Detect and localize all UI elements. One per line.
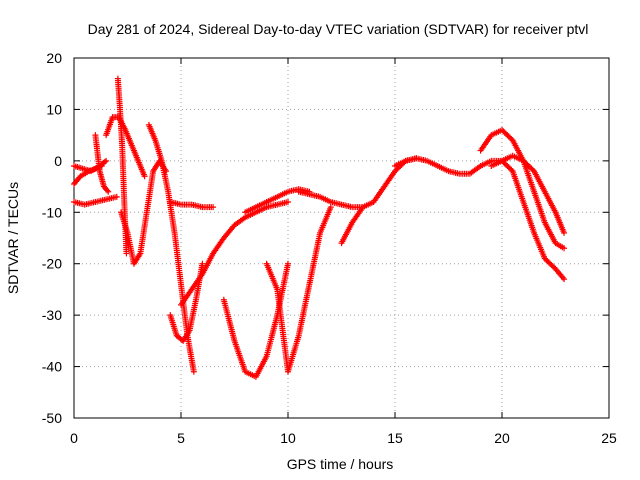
data-point <box>105 188 112 195</box>
y-tick-label: 20 <box>46 50 62 66</box>
series-arc-18 <box>477 127 568 252</box>
y-tick-label: -30 <box>42 307 62 323</box>
series-arc-08 <box>145 121 197 375</box>
data-point <box>101 158 108 165</box>
data-point <box>327 204 334 211</box>
series-arc-05 <box>103 114 148 180</box>
data-point <box>123 250 130 257</box>
series-arc-20 <box>488 152 568 236</box>
series-arc-11 <box>178 199 291 308</box>
data-point <box>285 260 291 267</box>
y-axis-label: SDTVAR / TECUs <box>5 182 21 294</box>
data-point <box>561 229 568 236</box>
series-arc-04 <box>92 132 112 195</box>
series-arc-03 <box>71 163 105 187</box>
x-tick-label: 10 <box>280 430 296 446</box>
x-tick-label: 5 <box>177 430 185 446</box>
chart-title: Day 281 of 2024, Sidereal Day-to-day VTE… <box>88 21 589 37</box>
data-point <box>561 245 568 252</box>
series-arc-16 <box>338 155 420 247</box>
data-point <box>529 166 536 173</box>
data-point <box>210 204 217 211</box>
data-point <box>141 173 148 180</box>
series-arc-02 <box>71 193 120 208</box>
y-tick-label: 0 <box>54 153 62 169</box>
y-tick-labels: -50 -40 -30 -20 -10 0 10 20 <box>42 50 62 426</box>
data-point <box>103 157 110 164</box>
axis-ticks <box>73 57 610 419</box>
y-tick-label: -40 <box>42 359 62 375</box>
data-point <box>113 193 120 200</box>
series-arc-07 <box>118 157 170 267</box>
series-arc-17 <box>392 155 505 177</box>
x-tick-label: 25 <box>601 430 617 446</box>
y-tick-label: -20 <box>42 256 62 272</box>
y-tick-label: 10 <box>46 101 62 117</box>
series-arc-14 <box>263 204 334 375</box>
x-tick-labels: 0 5 10 15 20 25 <box>70 430 617 446</box>
y-tick-label: -50 <box>42 410 62 426</box>
x-tick-label: 0 <box>70 430 78 446</box>
data-point <box>508 166 515 173</box>
x-tick-label: 15 <box>387 430 403 446</box>
series-arc-10 <box>167 199 217 211</box>
x-tick-label: 20 <box>494 430 510 446</box>
data-point <box>199 260 206 267</box>
data-point <box>285 199 291 205</box>
y-tick-label: -10 <box>42 204 62 220</box>
x-axis-label: GPS time / hours <box>287 456 394 472</box>
data-point <box>104 187 111 194</box>
data-point <box>561 276 568 283</box>
series-arc-19 <box>499 157 568 283</box>
data-point <box>190 368 197 375</box>
data-points <box>71 75 568 380</box>
plot-frame <box>73 57 610 419</box>
